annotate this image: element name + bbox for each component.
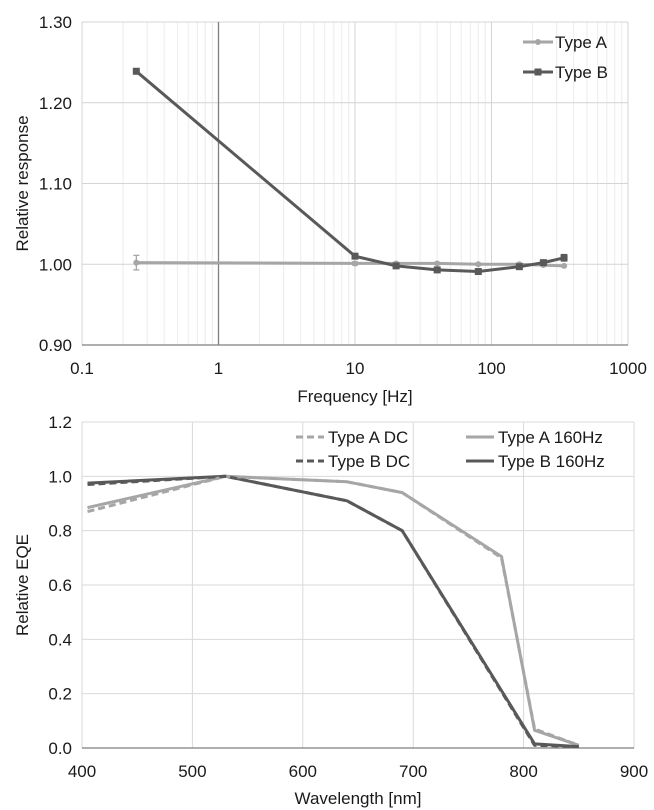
y-tick-label: 0.2	[48, 685, 72, 704]
series-line	[87, 474, 579, 749]
legend-marker	[534, 68, 542, 76]
data-point	[351, 252, 359, 260]
data-point	[560, 254, 568, 262]
x-tick-label: 900	[620, 762, 648, 781]
data-point	[539, 259, 547, 267]
y-tick-label: 1.30	[39, 13, 72, 32]
x-tick-label: 1000	[609, 359, 647, 378]
y-tick-label: 1.20	[39, 94, 72, 113]
y-tick-label: 0.4	[48, 630, 72, 649]
data-point	[352, 260, 358, 267]
x-axis-title: Wavelength [nm]	[295, 789, 422, 808]
y-tick-label: 1.0	[48, 467, 72, 486]
data-point	[515, 263, 523, 271]
x-tick-label: 500	[178, 762, 206, 781]
series-type-a-dc	[87, 474, 580, 747]
y-axis-title: Relative response	[13, 115, 32, 251]
data-point	[475, 261, 482, 268]
x-tick-label: 800	[509, 762, 537, 781]
relative-eqe-chart: 400 500 600 700 800 900 0.0 0.2 0.4 0.6 0.8 1.0 1.2 W…	[13, 413, 648, 808]
x-tick-label: 10	[346, 359, 365, 378]
y-tick-label: 0.8	[48, 522, 72, 541]
legend-label: Type B	[555, 63, 608, 82]
legend-label: Type B 160Hz	[498, 452, 605, 471]
series-type-a-160hz	[87, 474, 580, 747]
x-tick-label: 600	[289, 762, 317, 781]
legend-label: Type B DC	[328, 452, 410, 471]
series-line	[136, 261, 565, 268]
data-point	[392, 262, 400, 270]
y-tick-label: 1.00	[39, 255, 72, 274]
data-point	[132, 67, 140, 75]
data-point	[474, 268, 482, 276]
legend: Type A DC Type B DC Type A 160Hz Type B 160…	[296, 428, 605, 471]
x-tick-label: 100	[477, 359, 505, 378]
series-line	[87, 474, 579, 749]
series-type-b	[132, 67, 568, 276]
series-line	[87, 474, 580, 747]
x-tick-label: 0.1	[70, 359, 94, 378]
data-point	[561, 262, 568, 269]
series-type-b-160hz	[87, 474, 579, 749]
x-tick-label: 1	[214, 359, 223, 378]
y-tick-label: 0.90	[39, 336, 72, 355]
data-point	[433, 266, 441, 274]
y-tick-label: 1.2	[48, 413, 72, 432]
legend-label: Type A 160Hz	[498, 428, 603, 447]
series-line	[87, 474, 580, 747]
data-point	[434, 260, 441, 267]
x-axis-title: Frequency [Hz]	[297, 387, 412, 406]
y-tick-label: 0.0	[48, 739, 72, 758]
legend-marker	[535, 39, 541, 45]
series-line	[135, 70, 565, 274]
series-type-b-dc	[87, 474, 579, 749]
x-tick-label: 700	[399, 762, 427, 781]
frequency-response-chart: 0.1 1 10 100 1000 0.90 1.00 1.10 1.20 1.30 Frequen…	[13, 13, 647, 406]
legend-label: Type A DC	[328, 428, 408, 447]
y-tick-label: 0.6	[48, 576, 72, 595]
y-tick-label: 1.10	[39, 175, 72, 194]
y-axis-title: Relative EQE	[13, 534, 32, 636]
legend-label: Type A	[555, 33, 608, 52]
data-point	[133, 259, 140, 266]
legend: Type A Type B	[523, 33, 608, 82]
x-tick-label: 400	[68, 762, 96, 781]
